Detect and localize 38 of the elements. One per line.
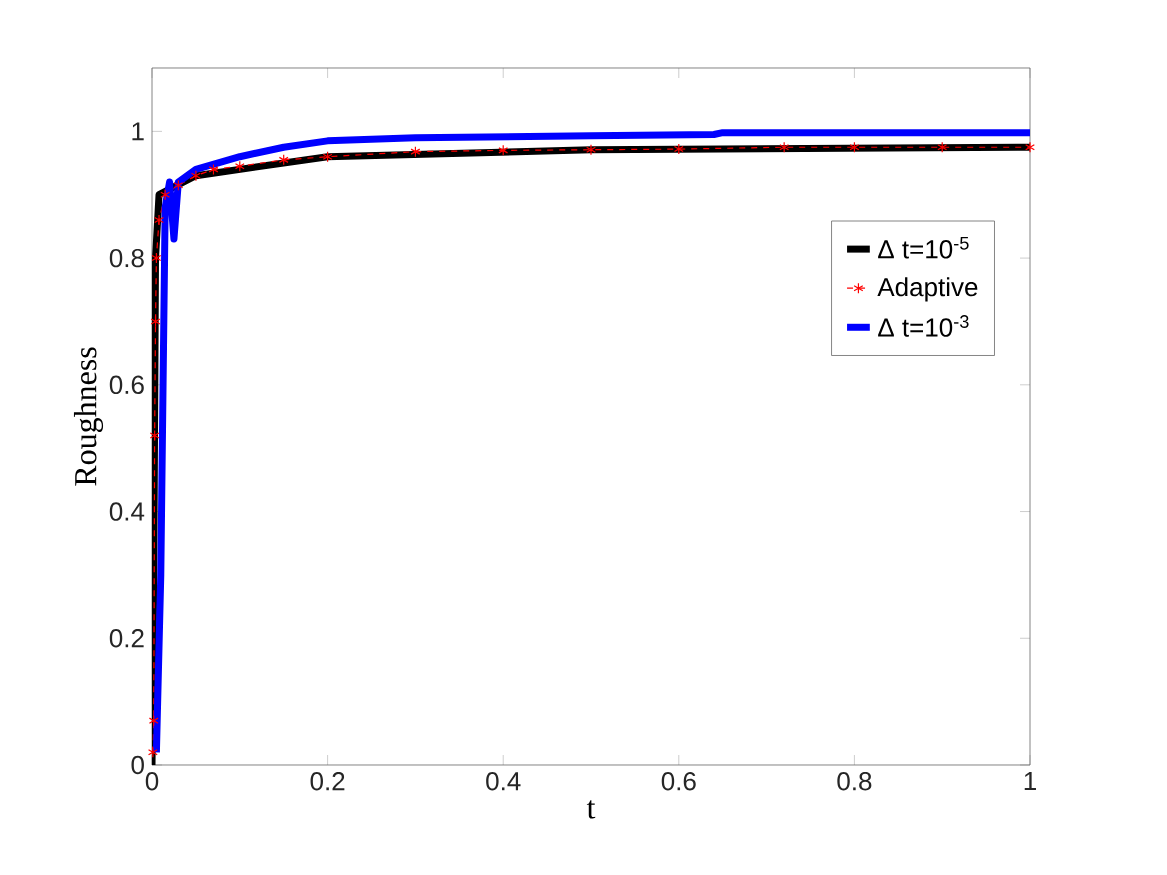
point [410, 146, 421, 158]
point [234, 160, 245, 172]
point [151, 252, 162, 264]
y-axis-title: Roughness [73, 347, 104, 486]
point [190, 170, 201, 182]
point [586, 144, 596, 156]
x-axis-title: t [586, 800, 596, 819]
y-tick-label: 0 [131, 755, 144, 775]
point [149, 429, 160, 442]
point [160, 189, 171, 201]
point [208, 163, 219, 175]
x-tick-label: 0.8 [837, 772, 872, 791]
point [150, 315, 161, 328]
point [148, 715, 159, 727]
legend-label: Adaptive [877, 277, 978, 302]
legend-label: Δ t=10$^{-3}$ [878, 315, 969, 337]
y-tick-label: 0.4 [109, 502, 145, 521]
y-tick-label: 0.8 [109, 248, 144, 268]
y-tick-label: 0.6 [109, 375, 144, 395]
point [937, 141, 948, 153]
x-tick-label: 0.6 [661, 772, 696, 791]
point [673, 143, 684, 155]
point [154, 214, 164, 226]
point [173, 179, 184, 191]
y-tick-label: 1 [132, 122, 144, 141]
x-tick-label: 0.4 [486, 772, 521, 791]
point [498, 144, 509, 156]
point [779, 141, 790, 153]
x-tick-label: 1 [1024, 772, 1036, 790]
point [322, 151, 333, 163]
x-tick-label: 0.2 [310, 772, 345, 791]
legend-label: Δ t=10$^{-5}$ [878, 237, 969, 259]
point [849, 141, 860, 153]
x-tick-label: 0 [145, 772, 159, 791]
y-tick-label: 0.2 [109, 629, 144, 648]
point [1025, 141, 1035, 153]
point [278, 154, 289, 166]
point [147, 746, 158, 758]
